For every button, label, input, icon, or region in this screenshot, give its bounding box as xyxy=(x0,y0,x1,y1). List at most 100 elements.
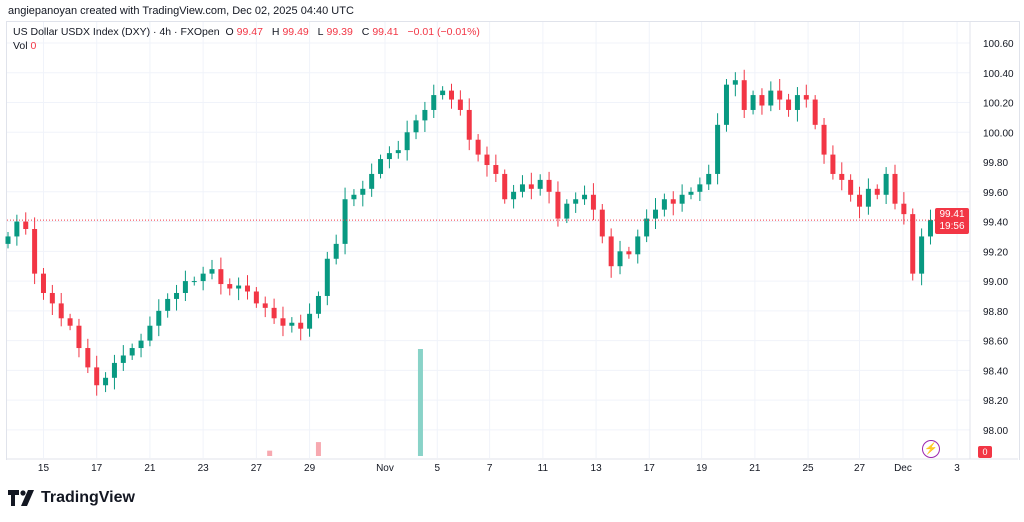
candle-body xyxy=(5,236,11,244)
candle xyxy=(608,228,614,278)
volume-bar xyxy=(315,442,321,456)
x-tick-label: 19 xyxy=(696,463,708,474)
candle-body xyxy=(244,285,250,292)
x-tick-label: 15 xyxy=(38,463,50,474)
candle xyxy=(582,185,588,205)
candle xyxy=(537,174,543,196)
candle-body xyxy=(679,194,685,204)
candle-body xyxy=(626,251,632,255)
y-tick-label: 98.40 xyxy=(983,366,1008,377)
candle xyxy=(821,117,827,164)
candle xyxy=(58,292,64,327)
candle-body xyxy=(537,179,543,189)
candle-body xyxy=(644,218,650,237)
symbol-title[interactable]: US Dollar USDX Index (DXY) · 4h · FXOpen xyxy=(13,26,220,38)
candle xyxy=(404,120,410,161)
candle xyxy=(857,186,863,219)
y-tick-label: 98.00 xyxy=(983,426,1008,437)
candle xyxy=(759,88,765,115)
x-tick-label: 21 xyxy=(749,463,761,474)
candle-body xyxy=(342,199,348,244)
candle xyxy=(511,184,517,209)
candle-body xyxy=(23,221,29,229)
candle-body xyxy=(812,99,818,125)
candle-body xyxy=(307,313,313,329)
candle-body xyxy=(803,95,809,100)
y-tick-label: 99.00 xyxy=(983,277,1008,288)
candle xyxy=(617,240,623,275)
candle xyxy=(165,293,171,318)
candle-body xyxy=(750,95,756,110)
candle-body xyxy=(661,199,667,210)
candle xyxy=(839,162,845,191)
y-tick-label: 100.40 xyxy=(983,69,1014,80)
lightning-icon[interactable]: ⚡ xyxy=(922,440,940,458)
volume-axis-badge: 0 xyxy=(978,446,992,458)
y-tick-label: 99.80 xyxy=(983,158,1008,169)
candle xyxy=(103,372,109,393)
candle xyxy=(679,184,685,212)
candle xyxy=(289,317,295,333)
candle xyxy=(49,284,55,316)
candle-body xyxy=(49,292,55,304)
volume-bar xyxy=(267,450,273,456)
candle xyxy=(688,187,694,200)
symbol-legend: US Dollar USDX Index (DXY) · 4h · FXOpen… xyxy=(13,26,483,38)
candle-body xyxy=(218,269,224,285)
candle xyxy=(848,174,854,202)
candle xyxy=(653,198,659,229)
x-tick-label: 3 xyxy=(954,463,960,474)
candle-body xyxy=(484,154,490,166)
candle-body xyxy=(883,173,889,195)
x-tick-label: 17 xyxy=(91,463,103,474)
candle xyxy=(262,296,268,318)
last-price-badge: 99.41 19:56 xyxy=(935,208,969,234)
candle xyxy=(307,303,313,337)
candle-body xyxy=(440,90,446,96)
candle-body xyxy=(262,303,268,308)
candle-body xyxy=(830,154,836,174)
candle-body xyxy=(174,292,180,299)
x-tick-label: 27 xyxy=(251,463,263,474)
candle-body xyxy=(839,173,845,180)
candle-body xyxy=(449,90,454,100)
candle-body xyxy=(768,90,774,106)
candle xyxy=(32,217,38,285)
candle xyxy=(85,338,91,374)
candle xyxy=(191,276,197,286)
candle xyxy=(626,246,632,259)
candle-body xyxy=(910,214,916,274)
candle-body xyxy=(280,318,286,326)
candle xyxy=(182,270,188,302)
last-price: 99.41 xyxy=(939,209,965,220)
open-label: O xyxy=(225,26,234,38)
candle-body xyxy=(413,120,419,133)
candle-body xyxy=(927,220,933,237)
candle xyxy=(431,84,437,118)
candle xyxy=(244,275,250,300)
x-tick-label: 23 xyxy=(198,463,210,474)
candle xyxy=(599,204,605,244)
candle xyxy=(156,299,162,337)
candle xyxy=(23,212,29,235)
candle-body xyxy=(653,209,659,219)
candle xyxy=(706,164,712,191)
candle xyxy=(910,208,916,281)
candle-body xyxy=(289,322,295,326)
candle-body xyxy=(138,340,144,349)
candle xyxy=(723,79,729,132)
candle xyxy=(732,72,738,97)
candle-body xyxy=(58,303,64,319)
volume-label: Vol xyxy=(13,40,28,52)
candle-body xyxy=(165,298,171,311)
candle xyxy=(741,69,747,118)
candle-body xyxy=(493,165,499,174)
candle-body xyxy=(351,194,357,200)
candle-body xyxy=(874,188,880,195)
candle xyxy=(94,355,100,396)
candle xyxy=(697,177,703,202)
candle xyxy=(378,154,384,179)
candle-body xyxy=(182,281,188,293)
candle-body xyxy=(191,281,197,283)
